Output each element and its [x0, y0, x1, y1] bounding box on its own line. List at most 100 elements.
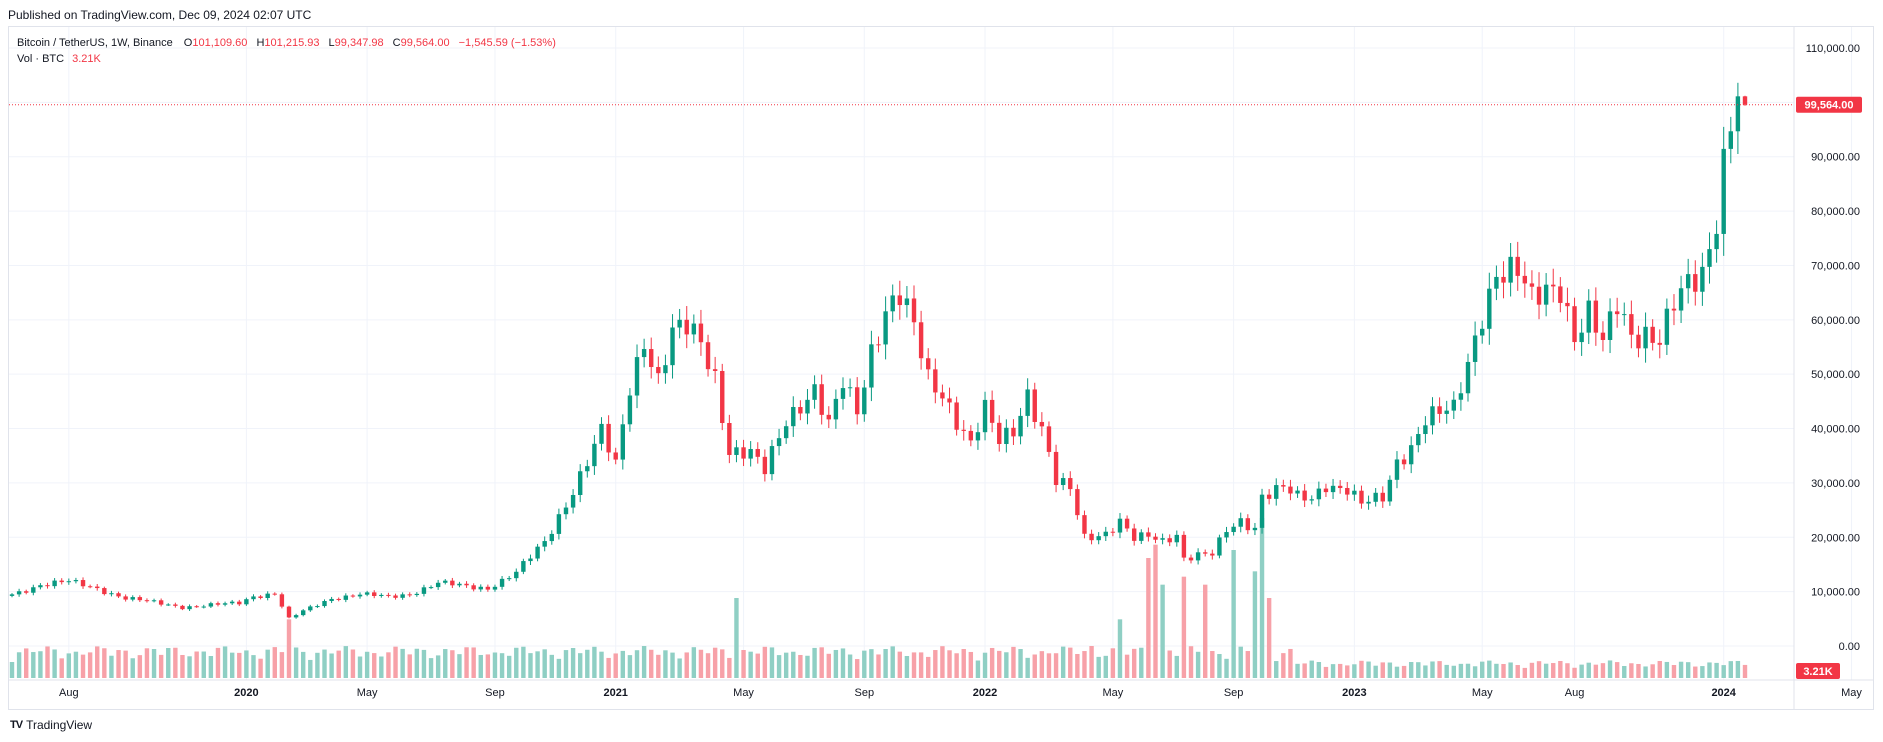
candle-body	[1103, 531, 1108, 537]
volume-bar	[1636, 663, 1641, 678]
candle-body	[585, 466, 590, 472]
candle-body	[329, 598, 334, 602]
volume-bar	[940, 646, 945, 678]
candle-body	[577, 471, 583, 495]
volume-bar	[975, 660, 981, 678]
candle-body	[1664, 308, 1670, 345]
volume-bar	[95, 646, 100, 678]
volume-bar	[762, 646, 768, 678]
candle-body	[130, 597, 135, 600]
candle-body	[748, 448, 753, 459]
candle-body	[1323, 488, 1329, 493]
volume-bar	[208, 656, 214, 678]
candle-body	[862, 387, 867, 415]
volume-bar	[805, 655, 810, 678]
y-tick-label: 80,000.00	[1811, 206, 1860, 218]
candle-body	[1075, 489, 1080, 516]
candle-body	[1309, 499, 1314, 501]
candle-body	[272, 593, 277, 595]
volume-bar	[1451, 665, 1457, 678]
volume-bar	[599, 651, 604, 678]
volume-bar	[1572, 667, 1577, 678]
candle-body	[1245, 518, 1251, 531]
candle-body	[364, 592, 370, 595]
volume-bar	[1508, 662, 1513, 678]
volume-bar	[649, 649, 654, 678]
candle-body	[1515, 256, 1520, 276]
candle-body	[1742, 96, 1748, 105]
volume-bar	[968, 651, 974, 678]
volume-bars	[9, 518, 1748, 678]
candle-body	[173, 604, 178, 606]
volume-bar	[1053, 653, 1059, 678]
volume-title[interactable]: Vol · BTC	[17, 53, 65, 65]
price-axis[interactable]: 0.00 10,000.00 20,000.00 30,000.00 40,000.00…	[1805, 43, 1860, 653]
candle-body	[322, 601, 327, 607]
volume-bar	[883, 649, 888, 678]
candle-body	[1607, 311, 1613, 340]
volume-bar	[1551, 663, 1556, 678]
candle-body	[59, 580, 64, 583]
candle-body	[570, 494, 576, 508]
chart-frame[interactable]	[8, 26, 1874, 710]
volume-bar	[585, 649, 590, 678]
candle-body	[1551, 284, 1556, 287]
candle-body	[926, 358, 931, 370]
volume-bar	[1174, 655, 1180, 678]
grid	[9, 27, 1874, 710]
x-tick-label: 2020	[234, 687, 258, 699]
volume-bar	[1224, 658, 1229, 678]
volume-bar	[116, 650, 121, 678]
candle-body	[833, 398, 839, 420]
volume-bar	[1707, 662, 1712, 678]
time-axis[interactable]: Aug 2020 May Sep 2021 May Sep 2022 May Sep 2023 May…	[59, 687, 1883, 699]
candle-body	[279, 594, 285, 607]
volume-bar	[606, 657, 611, 678]
candle-body	[244, 599, 249, 605]
volume-bar	[1075, 654, 1080, 678]
x-tick-label: 2022	[973, 687, 997, 699]
footer: TV TradingView	[10, 718, 92, 732]
volume-bar	[776, 655, 782, 678]
volume-bar	[1217, 654, 1222, 678]
volume-bar	[1586, 662, 1591, 678]
volume-bar	[1181, 576, 1187, 678]
volume-bar	[244, 650, 249, 678]
volume-bar	[1650, 664, 1655, 678]
candle-body	[954, 402, 959, 430]
volume-bar	[869, 649, 874, 678]
volume-bar	[876, 654, 881, 678]
volume-bar	[350, 649, 356, 678]
candle-body	[102, 588, 107, 595]
candle-body	[1487, 288, 1492, 329]
last-volume-badge	[1796, 663, 1840, 679]
y-tick-label: 70,000.00	[1811, 260, 1860, 272]
symbol-title[interactable]: Bitcoin / TetherUS, 1W, Binance	[17, 37, 173, 49]
volume-bar	[187, 656, 192, 678]
candle-body	[1707, 249, 1712, 267]
candle-body	[982, 399, 988, 433]
candle-body	[38, 585, 43, 588]
last-price-badge	[1796, 96, 1862, 113]
volume-bar	[1685, 662, 1691, 678]
volume-bar	[1323, 666, 1329, 678]
candle-body	[1359, 490, 1364, 504]
candle-body	[1480, 328, 1485, 336]
candle-body	[1302, 490, 1307, 501]
candle-body	[1423, 425, 1428, 435]
candle-body	[1110, 531, 1116, 533]
volume-bar	[1515, 665, 1520, 678]
volume-bar	[1465, 663, 1471, 678]
candle-body	[755, 448, 760, 457]
candle-body	[1472, 335, 1478, 362]
candle-body	[1160, 538, 1165, 540]
tradingview-logo-icon[interactable]: TV	[10, 719, 23, 731]
candle-body	[1600, 332, 1606, 340]
candle-body	[613, 452, 618, 460]
volume-bar	[1039, 651, 1045, 678]
candle-body	[812, 384, 817, 400]
volume-bar	[215, 647, 221, 678]
volume-bar	[1472, 666, 1478, 678]
footer-brand[interactable]: TradingView	[26, 718, 93, 732]
